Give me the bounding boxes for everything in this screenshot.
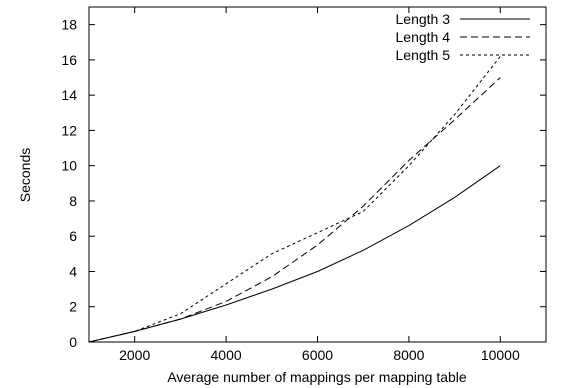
axis-ticks: 2000 4000 6000 8000 10000 0 2 4 6 8 10 12 14 16 18 xyxy=(61,7,546,363)
x-tick-label: 4000 xyxy=(211,347,242,363)
y-axis-title: Seconds xyxy=(17,148,33,202)
plot-frame xyxy=(88,6,547,343)
series-line-2 xyxy=(88,77,501,343)
legend-label: Length 5 xyxy=(396,47,451,63)
y-tick-label: 12 xyxy=(61,122,77,138)
series-line-1 xyxy=(88,165,501,343)
x-axis-title: Average number of mappings per mapping t… xyxy=(167,369,467,385)
series-line-3 xyxy=(88,56,501,343)
series-lines xyxy=(88,56,501,343)
x-tick-label: 10000 xyxy=(481,347,520,363)
y-tick-label: 6 xyxy=(69,228,77,244)
y-tick-label: 14 xyxy=(61,87,77,103)
x-tick-label: 8000 xyxy=(393,347,424,363)
x-tick-label: 2000 xyxy=(119,347,150,363)
y-tick-label: 10 xyxy=(61,158,77,174)
y-tick-label: 0 xyxy=(69,334,77,350)
y-tick-label: 16 xyxy=(61,52,77,68)
x-tick-label: 6000 xyxy=(302,347,333,363)
legend: Length 3 Length 4 Length 5 xyxy=(396,11,530,63)
y-tick-label: 8 xyxy=(69,193,77,209)
y-tick-label: 2 xyxy=(69,299,77,315)
y-tick-label: 4 xyxy=(69,263,77,279)
legend-label: Length 3 xyxy=(396,11,451,27)
y-tick-label: 18 xyxy=(61,17,77,33)
legend-label: Length 4 xyxy=(396,29,451,45)
